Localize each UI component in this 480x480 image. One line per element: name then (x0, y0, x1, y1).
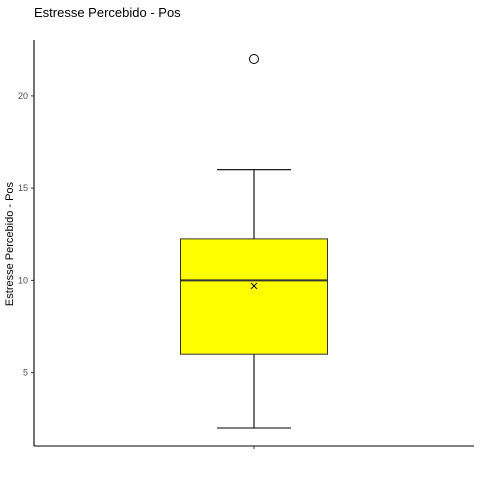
plot-area: 5 10 15 20 (18, 40, 474, 449)
mean-marker (250, 282, 258, 290)
chart-title: Estresse Percebido - Pos (34, 5, 181, 20)
y-tick-label: 10 (18, 275, 28, 285)
outlier-point (249, 54, 259, 64)
y-axis-label: Estresse Percebido - Pos (4, 181, 16, 306)
y-tick-label: 5 (23, 368, 28, 378)
y-tick-label: 20 (18, 91, 28, 101)
y-tick-label: 15 (18, 183, 28, 193)
iqr-box (180, 238, 328, 355)
